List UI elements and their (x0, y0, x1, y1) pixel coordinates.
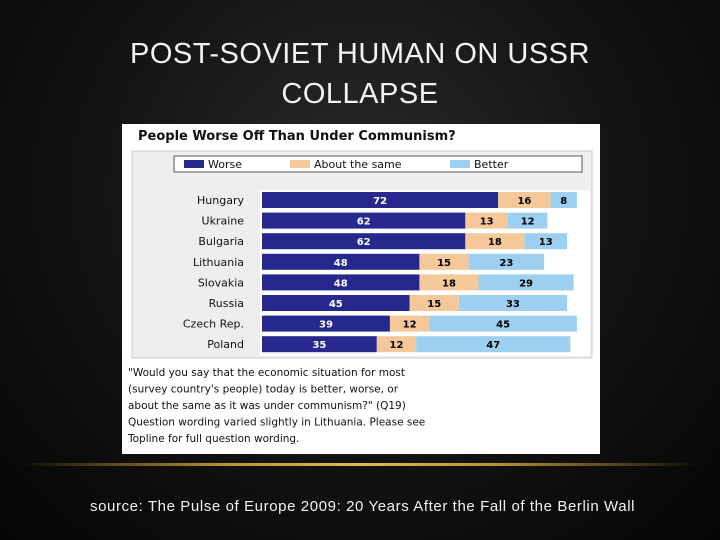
bar-bulgaria-worse (262, 233, 466, 250)
footnote-line-1: "Would you say that the economic situati… (128, 367, 405, 379)
bar-slovakia-about-the-same (419, 274, 479, 291)
data-label-lithuania-better: 23 (499, 258, 513, 269)
bar-poland-about-the-same (376, 336, 417, 353)
bar-russia-worse (262, 295, 410, 311)
stacked-bar-chart: People Worse Off Than Under Communism? Wo… (122, 124, 600, 452)
bar-czech-rep-about-the-same (389, 315, 430, 332)
data-label-slovakia-worse: 48 (334, 278, 348, 289)
data-label-russia-worse: 45 (329, 299, 343, 310)
bar-czech-rep-worse (262, 315, 390, 332)
bar-bulgaria-about-the-same (465, 233, 525, 250)
bar-hungary-worse (262, 192, 499, 208)
data-label-bulgaria-about-the-same: 18 (488, 237, 502, 248)
data-label-slovakia-better: 29 (519, 278, 533, 289)
data-label-poland-worse: 35 (312, 340, 326, 351)
legend-swatch-about-the-same (290, 160, 310, 168)
category-label-slovakia: Slovakia (198, 276, 244, 289)
data-label-russia-better: 33 (506, 299, 520, 310)
category-label-russia: Russia (209, 297, 244, 310)
bar-poland-worse (262, 336, 377, 353)
data-label-ukraine-better: 12 (521, 217, 535, 228)
slide-title: POST-SOVIET HUMAN ON USSR COLLAPSE (60, 34, 660, 114)
bar-slovakia-worse (262, 274, 420, 291)
data-label-ukraine-worse: 62 (357, 217, 371, 228)
chart-panel: People Worse Off Than Under Communism? Wo… (122, 124, 600, 454)
data-label-lithuania-about-the-same: 15 (437, 258, 451, 269)
bar-hungary-better (550, 192, 577, 208)
category-label-lithuania: Lithuania (193, 256, 244, 269)
legend-label-worse: Worse (208, 158, 242, 171)
data-label-hungary-better: 8 (560, 196, 567, 207)
category-label-ukraine: Ukraine (202, 215, 245, 228)
gold-divider (20, 463, 700, 466)
bar-lithuania-worse (262, 253, 420, 270)
bar-czech-rep-better (429, 315, 577, 332)
bar-russia-better (458, 295, 568, 311)
bar-lithuania-better (468, 253, 545, 270)
data-label-poland-about-the-same: 12 (390, 340, 404, 351)
category-label-bulgaria: Bulgaria (198, 235, 244, 248)
chart-title: People Worse Off Than Under Communism? (138, 129, 456, 144)
bar-ukraine-worse (262, 212, 466, 229)
data-label-hungary-about-the-same: 16 (517, 196, 531, 207)
bar-poland-better (416, 336, 571, 353)
legend-swatch-worse (184, 160, 204, 168)
bar-russia-about-the-same (409, 295, 459, 311)
legend-label-about-the-same: About the same (314, 158, 402, 171)
bar-bulgaria-better (524, 233, 568, 250)
data-label-hungary-worse: 72 (373, 196, 387, 207)
bar-ukraine-better (508, 212, 548, 229)
data-label-bulgaria-worse: 62 (357, 237, 371, 248)
bar-ukraine-about-the-same (465, 212, 508, 229)
footnote-bg (126, 362, 596, 452)
data-label-czech-rep-better: 45 (496, 320, 510, 331)
bar-hungary-about-the-same (498, 192, 551, 208)
footnote-line-5: Topline for full question wording. (127, 433, 299, 445)
legend-swatch-better (450, 160, 470, 168)
footnote-line-2: (survey country's people) today is bette… (128, 384, 399, 396)
data-label-bulgaria-better: 13 (539, 237, 553, 248)
data-label-poland-better: 47 (486, 340, 500, 351)
data-label-czech-rep-about-the-same: 12 (403, 320, 417, 331)
data-label-ukraine-about-the-same: 13 (480, 217, 494, 228)
footnote-line-4: Question wording varied slightly in Lith… (128, 417, 425, 429)
slide-title-line-1: POST-SOVIET HUMAN ON USSR (130, 38, 590, 70)
data-label-czech-rep-worse: 39 (319, 320, 333, 331)
legend-label-better: Better (474, 158, 509, 171)
source-note: source: The Pulse of Europe 2009: 20 Yea… (90, 498, 636, 515)
slide-title-line-2: COLLAPSE (281, 78, 439, 110)
category-label-hungary: Hungary (197, 194, 244, 207)
bar-lithuania-about-the-same (419, 253, 469, 270)
bar-slovakia-better (478, 274, 574, 291)
data-label-slovakia-about-the-same: 18 (442, 278, 456, 289)
category-label-czech-rep: Czech Rep. (183, 318, 244, 331)
chart-title-bg (122, 124, 600, 149)
footnote-line-3: about the same as it was under communism… (128, 400, 406, 412)
category-label-poland: Poland (207, 338, 244, 351)
legend-box (173, 155, 583, 173)
data-label-lithuania-worse: 48 (334, 258, 348, 269)
data-label-russia-about-the-same: 15 (427, 299, 441, 310)
